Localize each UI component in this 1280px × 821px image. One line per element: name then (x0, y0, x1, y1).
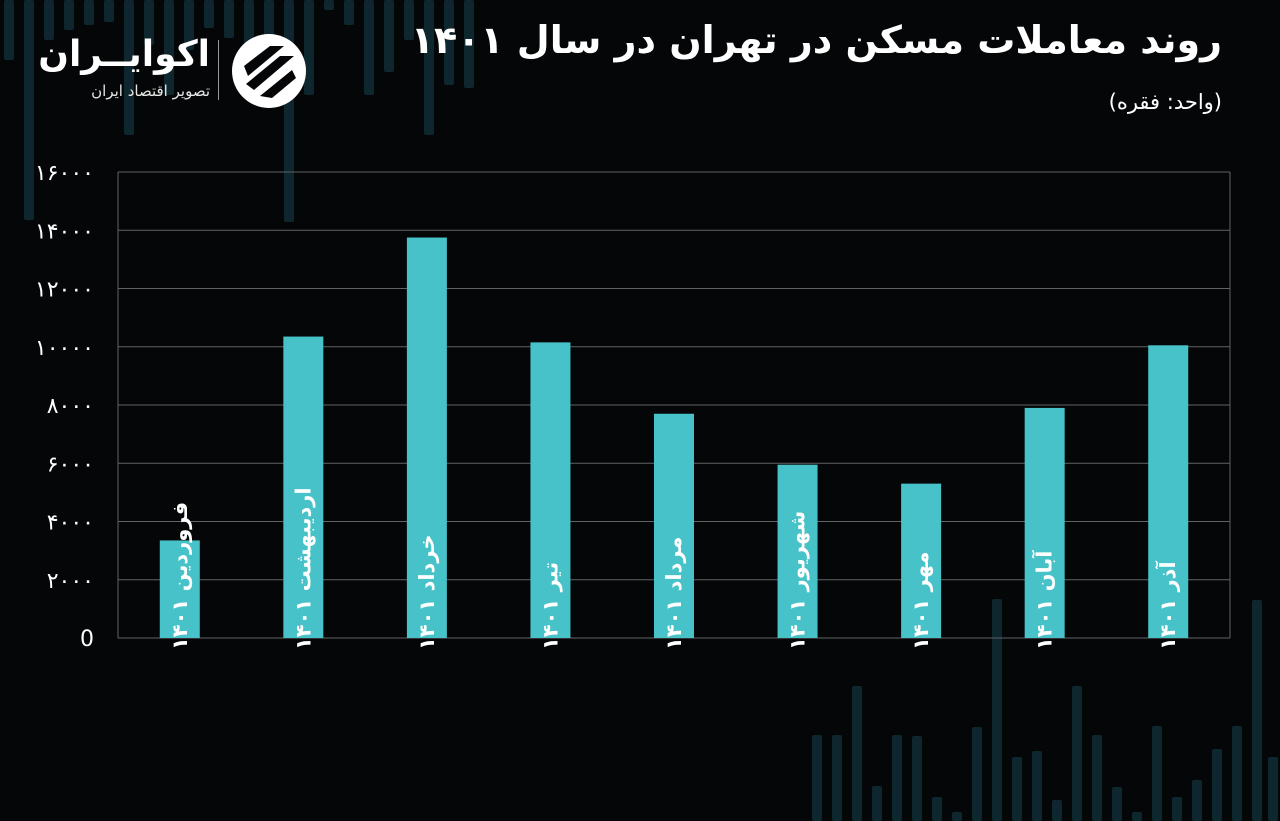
bg-decoration-bar (1112, 787, 1122, 821)
x-tick-label: آبان ۱۴۰۱ (1032, 550, 1057, 650)
y-tick-label: 0 (80, 627, 94, 652)
bar (159, 540, 200, 638)
bg-decoration-bar (892, 735, 902, 821)
bg-decoration-bar (424, 0, 434, 135)
y-tick-label: ۱۲۰۰۰ (35, 278, 94, 303)
bg-decoration-bar (64, 0, 74, 30)
bg-decoration-bar (952, 812, 962, 821)
bg-decoration-bar (164, 0, 174, 95)
bg-decoration-bar (1132, 812, 1142, 821)
bar (1148, 345, 1189, 638)
bg-decoration-bar (384, 0, 394, 72)
y-tick-label: ۱۰۰۰۰ (35, 336, 94, 361)
bg-decoration-bar (84, 0, 94, 25)
bar (530, 342, 571, 638)
bar (654, 413, 694, 638)
bar (901, 483, 942, 638)
bg-decoration-bar (24, 0, 34, 220)
bg-decoration-bar (104, 0, 114, 22)
y-tick-label: ۴۰۰۰ (47, 511, 94, 536)
brand-tagline: تصویر اقتصاد ایران (91, 82, 210, 100)
bg-decoration-bar (1052, 800, 1062, 821)
bg-decoration-bar (364, 0, 374, 95)
bg-decoration-bar (932, 797, 942, 821)
bg-decoration-bar (184, 0, 194, 50)
chart-subtitle: (واحد: فقره) (1108, 90, 1222, 114)
bg-decoration-bar (832, 735, 842, 821)
brand-mark-icon (232, 34, 306, 108)
y-tick-label: ۶۰۰۰ (47, 452, 94, 477)
bg-decoration-bar (1268, 757, 1278, 821)
bg-decoration-bar (1072, 686, 1082, 821)
y-tick-label: ۱۶۰۰۰ (35, 161, 94, 186)
bg-decoration-bar (404, 0, 414, 40)
bg-decoration-bar (444, 0, 454, 85)
bg-decoration-bar (972, 727, 982, 821)
bg-decoration-bar (1252, 600, 1262, 821)
x-tick-label: تیر ۱۴۰۱ (538, 562, 562, 650)
logo-divider (218, 40, 219, 100)
bg-decoration-bar (324, 0, 334, 10)
brand-logo: اکوایــران تصویر اقتصاد ایران (38, 32, 318, 112)
bg-decoration-bar (1172, 797, 1182, 821)
bg-decoration-bar (464, 0, 474, 88)
bg-decoration-bar (304, 0, 314, 95)
x-tick-label: اردیبهشت ۱۴۰۱ (291, 487, 315, 650)
bg-decoration-bar (124, 0, 134, 135)
brand-name: اکوایــران (38, 34, 210, 75)
bg-decoration-bar (1212, 749, 1222, 821)
bg-decoration-bar (1032, 751, 1042, 821)
bg-decoration-bar (1192, 780, 1202, 821)
bg-decoration-bar (44, 0, 54, 40)
bg-decoration-bar (244, 0, 254, 48)
bg-decoration-bar (992, 599, 1002, 821)
chart-title: روند معاملات مسکن در تهران در سال ۱۴۰۱ (410, 18, 1222, 62)
bar (1024, 407, 1065, 638)
bar (777, 464, 818, 638)
x-tick-label: شهریور ۱۴۰۱ (786, 511, 810, 650)
bg-decoration-bar (812, 735, 822, 821)
y-tick-label: ۲۰۰۰ (47, 569, 94, 594)
x-tick-label: خرداد ۱۴۰۱ (415, 534, 439, 650)
bg-decoration-bar (1012, 757, 1022, 821)
bg-decoration-bar (144, 0, 154, 45)
bar (283, 336, 324, 638)
bg-decoration-bar (852, 686, 862, 821)
bg-decoration-bar (1092, 735, 1102, 821)
x-tick-label: فروردین ۱۴۰۱ (168, 502, 192, 650)
bg-decoration-bar (1152, 726, 1162, 821)
y-tick-label: ۱۴۰۰۰ (35, 219, 94, 244)
bg-decoration-bar (1232, 726, 1242, 821)
bg-decoration-bar (912, 736, 922, 821)
bg-decoration-bar (344, 0, 354, 25)
bg-decoration-bar (224, 0, 234, 38)
x-tick-label: مرداد ۱۴۰۱ (662, 537, 686, 650)
bg-decoration-bar (872, 786, 882, 821)
x-tick-label: آذر ۱۴۰۱ (1155, 561, 1180, 650)
y-tick-label: ۸۰۰۰ (47, 394, 94, 419)
bar (406, 237, 447, 638)
x-tick-label: مهر ۱۴۰۱ (909, 551, 933, 650)
bg-decoration-bar (204, 0, 214, 28)
bg-decoration-bar (4, 0, 14, 60)
